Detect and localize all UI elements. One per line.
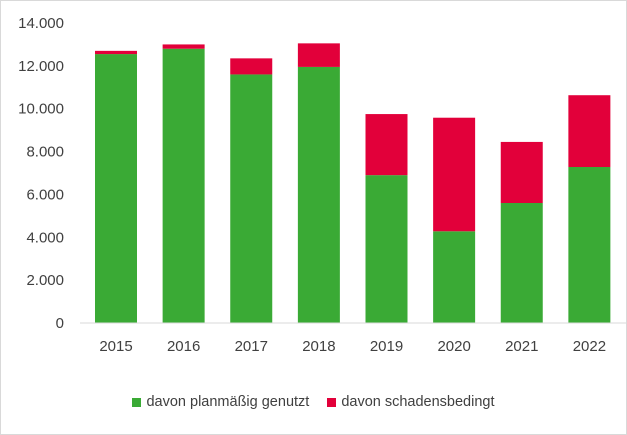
x-tick-label: 2016	[167, 338, 200, 355]
bars	[95, 43, 611, 323]
bar-damage-2018	[297, 43, 340, 67]
legend-label-planned: davon planmäßig genutzt	[146, 394, 310, 410]
bar-planned-2019	[365, 175, 408, 323]
bar-damage-2015	[95, 50, 137, 55]
y-tick-label: 4.000	[26, 229, 64, 246]
legend-label-damage: davon schadensbedingt	[341, 394, 495, 410]
x-tick-label: 2022	[573, 338, 606, 355]
bar-planned-2017	[230, 74, 273, 323]
bar-damage-2021	[500, 141, 543, 203]
bar-planned-2021	[500, 203, 543, 323]
bar-damage-2020	[433, 117, 476, 232]
bar-planned-2016	[162, 48, 205, 323]
y-tick-label: 10.000	[18, 101, 64, 118]
bar-damage-2019	[365, 114, 408, 176]
x-tick-label: 2021	[505, 338, 538, 355]
bar-damage-2017	[230, 58, 273, 75]
bar-planned-2018	[297, 66, 340, 323]
x-tick-label: 2015	[99, 338, 132, 355]
x-tick-label: 2017	[235, 338, 268, 355]
legend-swatch-damage	[327, 397, 337, 407]
bar-damage-2016	[162, 44, 205, 49]
y-tick-label: 12.000	[18, 58, 64, 75]
y-axis-ticks: 0 2.000 4.000 6.000 8.000 10.000 12.000 14.000	[18, 15, 64, 332]
x-tick-label: 2020	[437, 338, 470, 355]
x-tick-label: 2018	[302, 338, 335, 355]
y-tick-label: 2.000	[26, 272, 64, 289]
bar-damage-2022	[568, 95, 611, 167]
bar-planned-2020	[433, 231, 476, 323]
x-tick-label: 2019	[370, 338, 403, 355]
bar-planned-2015	[95, 54, 137, 323]
bar-planned-2022	[568, 167, 611, 323]
legend: davon planmäßig genutzt davon schadensbe…	[0, 394, 627, 410]
x-axis-ticks: 2015 2016 2017 2018 2019 2020 2021 2022	[99, 338, 606, 355]
legend-item-planned: davon planmäßig genutzt	[132, 394, 309, 410]
y-tick-label: 14.000	[18, 15, 64, 32]
y-tick-label: 8.000	[26, 144, 64, 161]
y-tick-label: 6.000	[26, 186, 64, 203]
legend-swatch-planned	[132, 397, 142, 407]
y-tick-label: 0	[56, 315, 64, 332]
legend-item-damage: davon schadensbedingt	[327, 394, 495, 410]
